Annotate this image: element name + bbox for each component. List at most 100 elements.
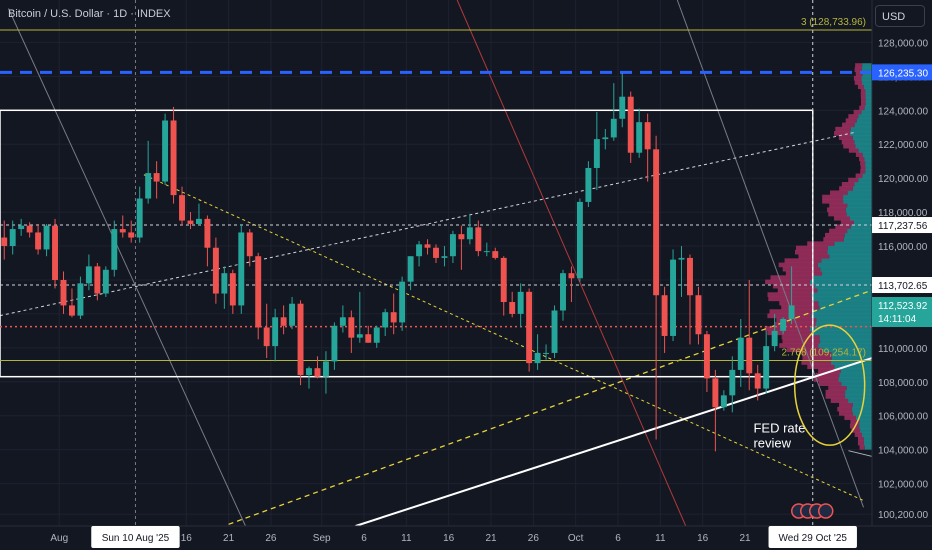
time-tick-label: 21 [223,533,235,544]
volume-bar-down [830,398,849,403]
candle-body [382,312,389,328]
volume-bar-up [852,186,872,191]
candle-body [509,302,516,314]
volume-bar-down [860,160,866,166]
candle-body [593,139,600,168]
volume-bar-down [786,347,823,353]
price-label-box [872,217,932,234]
time-cursor-label: Sun 10 Aug '25 [102,533,170,544]
volume-bar-down [829,228,848,234]
volume-bar-down [840,220,854,225]
volume-bar-down [807,364,835,370]
volume-bar-up [815,321,872,327]
candle-body [35,232,42,250]
candle-body [77,283,84,316]
volume-bar-down [825,232,845,238]
volume-bar-down [860,97,866,102]
time-tick-label: 6 [615,533,621,544]
volume-bar-down [807,241,835,247]
volume-bar-down [843,143,856,149]
candle-body [52,225,58,280]
volume-bar-up [864,156,872,162]
time-axis[interactable]: Aug 16 21 26 Sep 6 11 16 21 26 Oct 6 11 16 21 Sun 10 Au… [0,525,932,550]
volume-bar-down [776,317,817,323]
volume-bar-down [850,419,860,425]
candle-body [356,334,363,338]
volume-bar-down [848,114,859,119]
time-tick-label: 21 [739,533,751,544]
volume-bar-up [819,334,872,340]
candle-body [18,225,25,230]
volume-bar-up [846,211,872,217]
candle-body [670,259,677,336]
price-label-box [872,64,932,81]
volume-bar-up [863,84,872,90]
volume-bar-down [860,165,866,170]
volume-bar-up [856,118,872,124]
volume-bar-down [796,245,828,251]
volume-bar-up [862,63,872,68]
volume-bar-down [859,156,865,162]
volume-bar-up [844,232,872,238]
price-label-box [872,277,932,294]
time-tick-label: 26 [265,533,277,544]
candle-body [102,269,109,294]
candle-body [737,337,744,370]
candle-body [162,120,169,182]
volume-bar-down [839,411,853,416]
highlight-ellipse [793,324,866,446]
price-label-text: 112,523.92 [878,301,928,312]
volume-bar-up [865,169,872,174]
volume-bar-up [831,351,872,357]
price-axis[interactable]: 128,000.00126,000.00124,000.00122,000.00… [871,0,932,550]
volume-bar-up [829,254,872,259]
price-tick-label: 120,000.00 [878,174,928,185]
volume-bar-down [855,152,863,157]
candle-body [255,256,262,328]
candle-body [407,256,414,282]
currency-selector[interactable]: USD [875,5,925,27]
candle-body [238,232,245,306]
volume-bar-down [860,169,866,174]
price-tick-label: 116,000.00 [878,242,928,253]
volume-bar-up [827,245,872,251]
fib-level-label: 3 (128,733.96) [801,17,866,28]
candle-body [365,334,372,343]
annotation-text: FED rate [753,421,805,436]
volume-bar-up [811,292,872,297]
volume-bar-down [815,372,840,378]
candle-body [263,327,270,347]
volume-bar-down [834,131,850,136]
candle-body [416,244,423,257]
candle-body [754,373,761,389]
candle-body [610,118,617,138]
volume-bar-up [850,126,872,132]
time-tick-label: Oct [568,533,584,544]
volume-bar-down [857,84,864,90]
candle-body [526,291,533,364]
volume-bar-down [838,135,853,140]
volume-bar-down [845,118,857,124]
volume-bar-down [768,296,812,302]
volume-bar-up [847,203,872,208]
volume-bar-down [767,330,812,336]
volume-bar-up [817,262,872,268]
volume-bar-down [860,101,866,107]
volume-bar-down [854,80,862,85]
candle-body [128,232,135,238]
volume-bar-up [840,368,872,374]
volume-bar-down [828,385,847,391]
volume-bar-down [827,207,846,213]
time-cursor-box [91,526,180,548]
candle-body [483,251,490,253]
horizontal-levels: 3 (128,733.96) 2.768 (109,254.17) [0,17,872,361]
volume-bar-down [841,182,855,187]
candle-body [687,257,693,296]
candle-body [187,220,194,224]
volume-bar-up [811,296,872,302]
volume-bar-up [859,419,872,425]
volume-bar-up [847,190,872,196]
candle-body [703,334,710,379]
